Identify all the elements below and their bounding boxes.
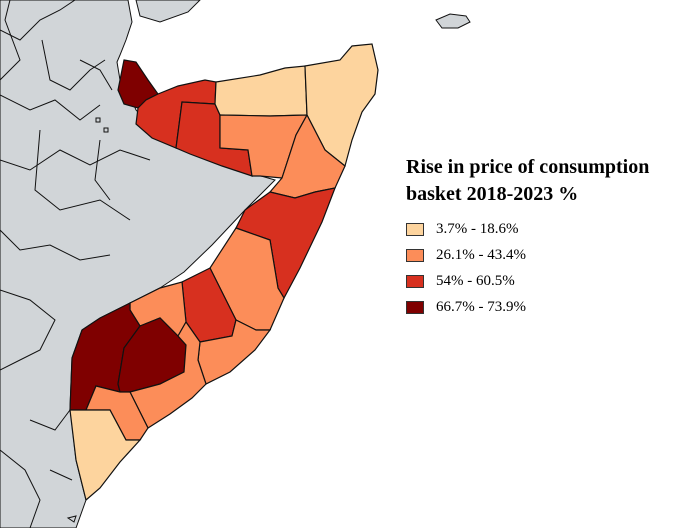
legend-label: 66.7% - 73.9% <box>436 298 526 315</box>
legend-title-line-2: basket 2018-2023 % <box>406 183 579 205</box>
legend-swatch <box>406 274 424 288</box>
legend-title: Rise in price of consumption basket 2018… <box>406 154 674 208</box>
legend-swatch <box>406 222 424 236</box>
legend-item: 66.7% - 73.9% <box>406 294 674 320</box>
region-mudug <box>235 187 336 300</box>
neighbor-countries <box>0 0 471 528</box>
legend-swatch <box>406 248 424 262</box>
legend-label: 3.7% - 18.6% <box>436 220 519 237</box>
region-sool <box>219 114 309 179</box>
map-legend: Rise in price of consumption basket 2018… <box>406 154 674 320</box>
legend-item: 26.1% - 43.4% <box>406 242 674 268</box>
region-lower-juba <box>69 409 142 502</box>
legend-title-line-1: Rise in price of consumption <box>406 156 650 178</box>
legend-swatch <box>406 300 424 314</box>
legend-label: 54% - 60.5% <box>436 272 515 289</box>
islands <box>66 117 109 523</box>
legend-item: 54% - 60.5% <box>406 268 674 294</box>
yemen-coast <box>135 0 201 23</box>
socotra-island <box>435 13 471 29</box>
somalia-regions <box>69 43 379 502</box>
region-lower-shabelle <box>129 320 207 429</box>
legend-item: 3.7% - 18.6% <box>406 216 674 242</box>
legend-label: 26.1% - 43.4% <box>436 246 526 263</box>
neighbor-borders <box>0 0 151 528</box>
